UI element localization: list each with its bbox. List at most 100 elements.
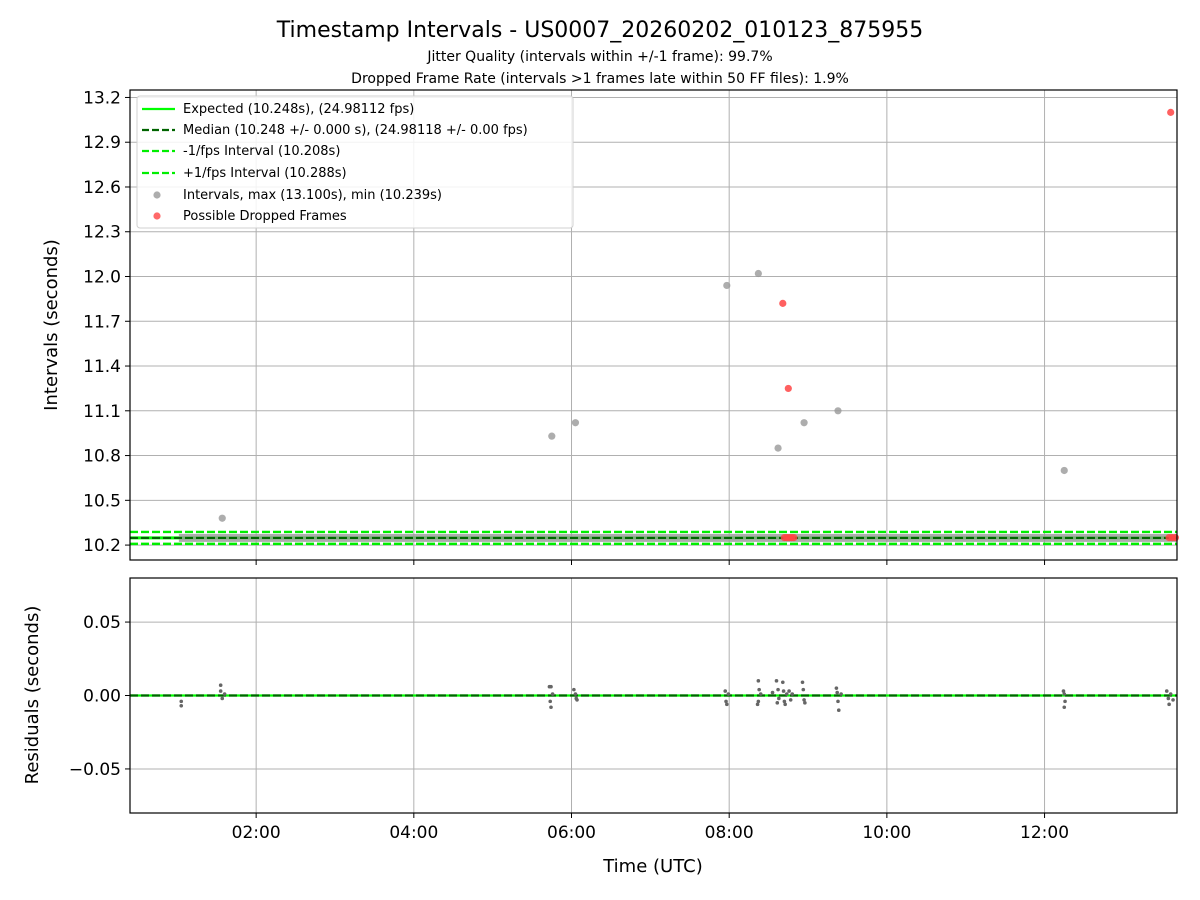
interval-point bbox=[774, 444, 782, 452]
y-tick-label-top: 10.2 bbox=[83, 536, 121, 556]
dropped-frame-point bbox=[779, 299, 787, 307]
y-tick-label-top: 12.0 bbox=[83, 268, 121, 288]
residual-point bbox=[755, 702, 760, 707]
interval-point bbox=[548, 432, 556, 440]
residual-point bbox=[756, 679, 761, 683]
residual-point bbox=[770, 690, 775, 695]
residuals-y-axis-label: Residuals (seconds) bbox=[22, 606, 43, 785]
residual-point bbox=[783, 702, 787, 707]
legend-item-expected: Expected (10.248s), (24.98112 fps) bbox=[183, 102, 414, 117]
residual-point bbox=[834, 686, 839, 690]
residual-point bbox=[839, 692, 843, 696]
residual-point bbox=[1167, 702, 1171, 707]
y-tick-label-top: 12.9 bbox=[83, 133, 121, 153]
residual-point bbox=[784, 692, 789, 696]
residual-point bbox=[179, 699, 184, 704]
legend-swatch-intervals bbox=[153, 191, 161, 199]
residuals-y-ticks: −0.05 0.00 0.05 bbox=[69, 613, 130, 780]
residual-point bbox=[549, 705, 553, 710]
residual-point bbox=[724, 699, 728, 704]
residual-point bbox=[836, 699, 840, 704]
legend-item-median: Median (10.248 +/- 0.000 s), (24.98118 +… bbox=[183, 123, 528, 138]
residual-point bbox=[1061, 689, 1066, 693]
residual-point bbox=[835, 690, 839, 695]
legend-item-intervals: Intervals, max (13.100s), min (10.239s) bbox=[183, 188, 442, 203]
residual-point bbox=[803, 701, 807, 705]
intervals-y-ticks: 10.2 10.5 10.8 11.1 11.4 11.7 12.0 12.3 12.6 12.9… bbox=[83, 88, 130, 556]
residual-point bbox=[802, 698, 806, 702]
x-tick-label: 08:00 bbox=[705, 823, 754, 843]
residual-point bbox=[1168, 692, 1173, 696]
interval-point bbox=[218, 514, 226, 522]
residual-point bbox=[1063, 699, 1067, 704]
legend: Expected (10.248s), (24.98112 fps) Media… bbox=[136, 95, 574, 229]
residual-point bbox=[1062, 705, 1067, 710]
y-tick-label-bottom: −0.05 bbox=[69, 760, 121, 780]
residual-point bbox=[1171, 698, 1175, 702]
x-tick-label: 10:00 bbox=[862, 823, 911, 843]
y-tick-label-top: 12.6 bbox=[83, 178, 121, 198]
interval-point bbox=[1060, 466, 1068, 475]
legend-box bbox=[136, 95, 574, 229]
residual-point bbox=[800, 680, 805, 685]
residual-point bbox=[788, 698, 793, 702]
residual-point bbox=[179, 703, 184, 708]
y-tick-label-bottom: 0.05 bbox=[83, 613, 121, 633]
residual-point bbox=[775, 701, 780, 705]
interval-point bbox=[834, 407, 842, 415]
residual-point bbox=[1166, 696, 1171, 701]
dense-interval-samples bbox=[178, 533, 1177, 542]
residual-point bbox=[1164, 689, 1169, 693]
y-tick-label-top: 13.2 bbox=[83, 88, 121, 108]
residual-point bbox=[757, 687, 761, 692]
interval-point bbox=[723, 281, 731, 290]
intervals-points bbox=[218, 108, 1180, 542]
residual-point bbox=[1062, 692, 1067, 696]
dropped-frame-point bbox=[784, 384, 792, 393]
time-x-ticks: 02:00 04:00 06:00 08:00 10:00 12:00 bbox=[232, 560, 1069, 843]
y-tick-label-top: 10.8 bbox=[83, 447, 121, 467]
x-tick-label: 04:00 bbox=[389, 823, 438, 843]
residual-point bbox=[782, 699, 787, 704]
residuals-panel: −0.05 0.00 0.05 02:00 04:00 06:00 08:00 10:00 1… bbox=[22, 560, 1178, 877]
x-axis-label: Time (UTC) bbox=[602, 856, 703, 877]
residual-point bbox=[220, 696, 225, 701]
residual-point bbox=[572, 687, 576, 692]
residual-point bbox=[801, 687, 806, 692]
residual-point bbox=[836, 708, 841, 712]
residual-point bbox=[725, 702, 729, 707]
residual-point bbox=[776, 687, 780, 692]
dropped-frame-point bbox=[790, 534, 798, 542]
interval-point bbox=[571, 419, 580, 427]
residual-point bbox=[218, 689, 223, 693]
residual-point bbox=[550, 692, 555, 696]
y-tick-label-top: 11.4 bbox=[83, 357, 121, 377]
legend-swatch-dropped bbox=[153, 212, 161, 220]
residual-point bbox=[787, 689, 791, 693]
residual-point bbox=[781, 689, 786, 693]
residual-point bbox=[218, 683, 223, 688]
y-tick-label-top: 10.5 bbox=[83, 491, 121, 511]
legend-item-dropped: Possible Dropped Frames bbox=[183, 209, 347, 224]
chart-subtitle-jitter: Jitter Quality (intervals within +/-1 fr… bbox=[426, 49, 772, 65]
residual-point bbox=[777, 696, 781, 701]
y-tick-label-top: 12.3 bbox=[83, 223, 121, 243]
legend-item-plus-interval: +1/fps Interval (10.288s) bbox=[183, 166, 347, 181]
residuals-points bbox=[179, 679, 1175, 712]
residual-point bbox=[222, 692, 227, 696]
interval-point bbox=[754, 269, 762, 278]
intervals-panel-frame bbox=[129, 89, 1178, 561]
x-tick-label: 02:00 bbox=[232, 823, 281, 843]
residual-point bbox=[726, 692, 731, 696]
residual-point bbox=[548, 699, 553, 704]
intervals-panel: 10.2 10.5 10.8 11.1 11.4 11.7 12.0 12.3 12.6 12.9… bbox=[41, 88, 1180, 561]
chart-title: Timestamp Intervals - US0007_20260202_01… bbox=[276, 18, 923, 43]
residual-point bbox=[790, 692, 795, 696]
y-tick-label-top: 11.1 bbox=[83, 402, 121, 422]
residual-point bbox=[723, 689, 728, 693]
interval-point bbox=[800, 419, 808, 427]
x-tick-label: 12:00 bbox=[1020, 823, 1069, 843]
intervals-y-axis-label: Intervals (seconds) bbox=[41, 239, 62, 411]
residual-point bbox=[574, 696, 579, 701]
